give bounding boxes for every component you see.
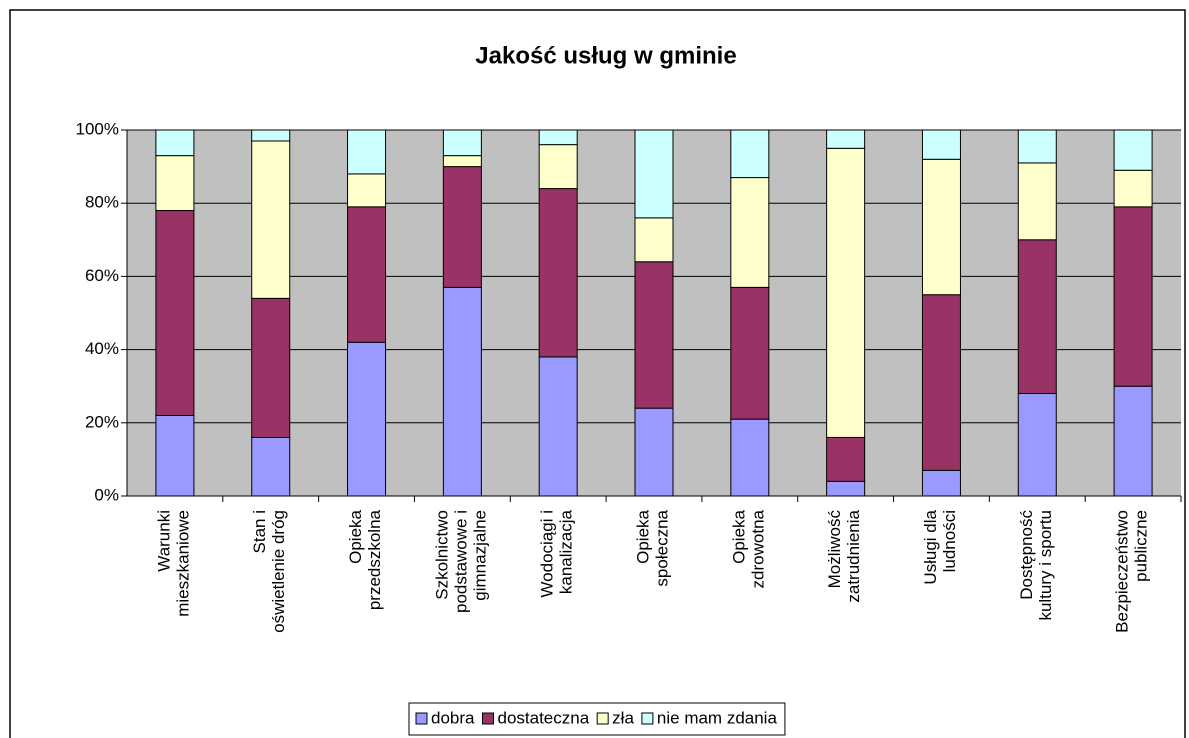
bar-segment (251, 436, 291, 497)
legend-swatch (596, 712, 609, 725)
x-tick-label: Wodociągi ikanalizacja (538, 509, 576, 597)
bar-segment (442, 286, 482, 497)
bar-segment (442, 155, 482, 168)
bar-segment (538, 144, 578, 190)
bar-segment (155, 210, 195, 416)
y-tick-label: 80% (85, 193, 119, 212)
bar-segment (538, 188, 578, 358)
bar-segment (1017, 239, 1057, 395)
bar-segment (826, 436, 866, 482)
bar-segment (826, 147, 866, 438)
bar-segment (1113, 206, 1153, 387)
bar-segment (730, 286, 770, 420)
y-tick-label: 40% (85, 339, 119, 358)
bar-segment (921, 158, 961, 296)
bar-segment (634, 129, 674, 219)
bar-segment (251, 140, 291, 299)
bar-segment (1113, 385, 1153, 497)
bar-segment (826, 129, 866, 149)
legend-label: dobra (431, 708, 475, 727)
x-tick-label: Warunkimieszkaniowe (155, 510, 193, 617)
x-tick-label: Stan ioświetlenie dróg (251, 510, 289, 633)
y-tick-label: 60% (85, 266, 119, 285)
bar-segment (730, 177, 770, 288)
bar-segment (251, 129, 291, 142)
legend-label: dostateczna (497, 708, 589, 727)
bar-segment (251, 297, 291, 438)
bar-segment (538, 129, 578, 146)
bar-segment (155, 155, 195, 212)
bar-segment (730, 418, 770, 497)
y-tick-label: 0% (94, 485, 119, 504)
x-tick-label: Opiekaprzedszkolna (347, 509, 385, 610)
bar-segment (730, 129, 770, 179)
x-tick-label: Dostępnośćkultury i sportu (1017, 510, 1055, 621)
bar-segment (634, 217, 674, 263)
x-tick-label: Szkolnictwopodstawowe igimnazjalne (433, 510, 490, 613)
y-tick-label: 20% (85, 412, 119, 431)
bar-segment (347, 341, 387, 497)
bar-segment (1017, 129, 1057, 164)
x-tick-label: Opiekaspołeczna (634, 509, 672, 586)
legend-label: zła (612, 708, 634, 727)
y-tick-label: 100% (76, 119, 119, 138)
bar-segment (442, 129, 482, 157)
bar-segment (442, 166, 482, 288)
legend-swatch (415, 712, 428, 725)
bar-segment (826, 480, 866, 497)
bar-segment (538, 356, 578, 497)
bar-segment (921, 469, 961, 497)
x-tick-label: Możliwośćzatrudnienia (826, 509, 864, 602)
bar-segment (921, 294, 961, 471)
chart-title: Jakość usług w gminie (475, 42, 736, 69)
bar-segment (347, 206, 387, 343)
x-tick-label: Bezpieczeństwopubliczne (1113, 510, 1151, 633)
x-tick-label: Opiekazdrowotna (730, 509, 768, 588)
bar-segment (634, 261, 674, 409)
bar-segment (634, 407, 674, 497)
legend-label: nie mam zdania (657, 708, 778, 727)
legend-swatch (641, 712, 654, 725)
bar-segment (1113, 129, 1153, 171)
bar-segment (155, 129, 195, 157)
bar-segment (1017, 162, 1057, 241)
bar-segment (921, 129, 961, 160)
bar-segment (347, 173, 387, 208)
legend-swatch (481, 712, 494, 725)
bar-segment (1113, 169, 1153, 208)
bar-segment (1017, 393, 1057, 497)
x-tick-label: Usługi dlaludności (921, 509, 959, 584)
bar-segment (347, 129, 387, 175)
bar-segment (155, 414, 195, 497)
